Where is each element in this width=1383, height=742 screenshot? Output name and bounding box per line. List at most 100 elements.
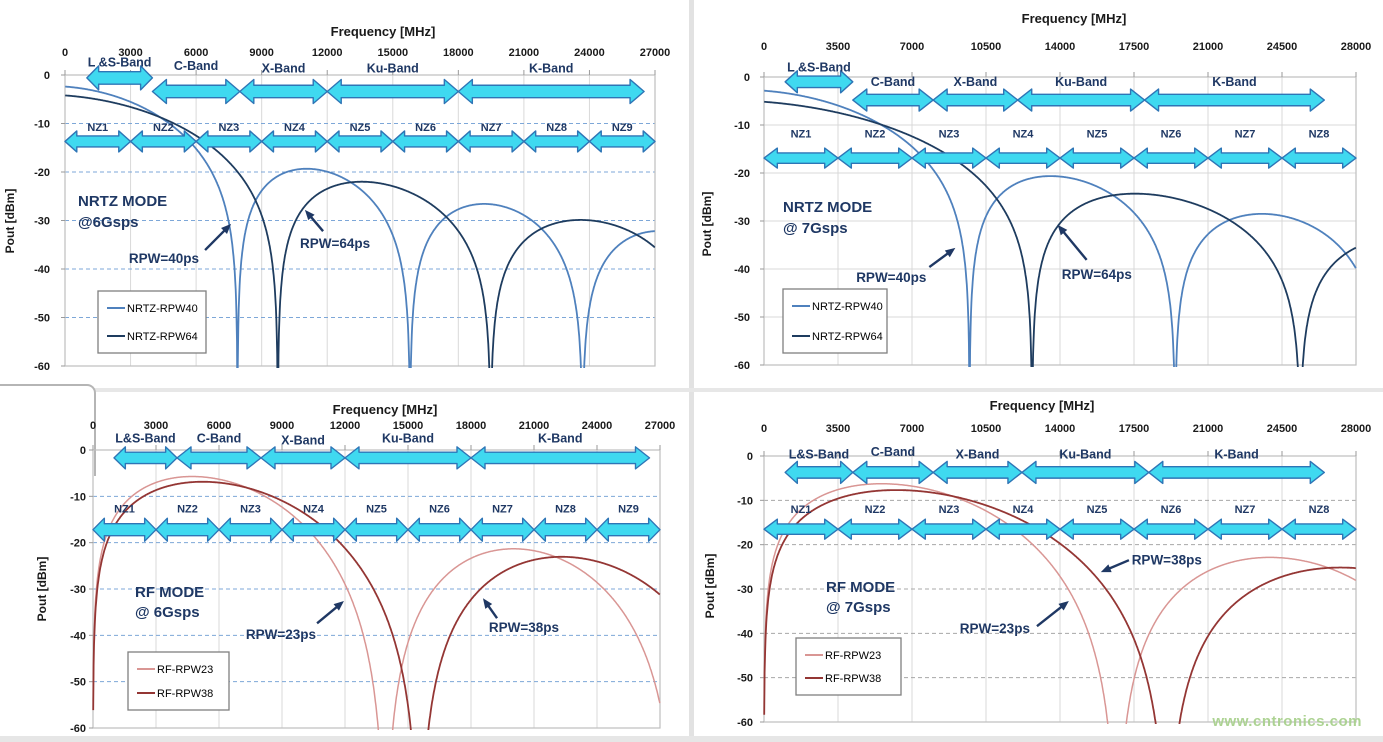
x-tick-label: 15000 (393, 420, 424, 432)
nz-label: NZ7 (492, 503, 513, 515)
annotation-arrow (1107, 559, 1130, 571)
x-tick-label: 14000 (1045, 41, 1076, 53)
nz-label: NZ4 (1013, 129, 1035, 141)
legend-label: RF-RPW23 (157, 664, 213, 676)
nz-label: NZ4 (303, 503, 325, 515)
nz-arrow-NZ8 (1281, 147, 1357, 169)
legend-label: NRTZ-RPW64 (127, 331, 198, 343)
band-arrow-X-Band (239, 78, 328, 105)
annotation-text: RPW=23ps (246, 627, 316, 642)
nyquist-zone-arrows: NZ1 NZ2 NZ3 NZ4 NZ5 NZ6 NZ7 NZ8 NZ9 (64, 122, 656, 153)
nz-arrow-NZ2 (837, 147, 913, 169)
band-arrow-C-Band (852, 88, 934, 112)
nz-label: NZ3 (939, 129, 960, 141)
series-curve-NRTZ-RPW64 (763, 100, 1357, 367)
curves (92, 475, 661, 730)
legend: RF-RPW23 RF-RPW38 (127, 651, 230, 711)
band-label: L &S-Band (787, 60, 851, 74)
y-tick-label: -20 (734, 168, 750, 180)
legend: NRTZ-RPW40 NRTZ-RPW64 (782, 288, 888, 354)
band-arrow-L &S-Band (86, 65, 154, 91)
annotation-arrow (486, 604, 499, 619)
panel-seam-vertical (689, 0, 694, 742)
annotation-arrow (204, 228, 227, 251)
band-arrow-C-Band (852, 460, 934, 485)
y-tick-label: -50 (70, 677, 86, 689)
band-label: L&S-Band (789, 448, 849, 462)
nz-arrow-NZ4 (281, 517, 346, 542)
annotation-text: RPW=23ps (960, 621, 1030, 636)
annotation-arrowhead (482, 598, 493, 609)
x-tick-label: 12000 (312, 47, 343, 59)
x-tick-label: 21000 (1193, 41, 1224, 53)
x-tick-label: 27000 (645, 420, 676, 432)
band-arrows: L &S-Band C-Band X-Band Ku-Band K-Band (86, 55, 645, 105)
x-tick-label: 28000 (1341, 423, 1372, 435)
legend-label: NRTZ-RPW40 (127, 303, 198, 315)
legend-box (782, 288, 888, 354)
nz-label: NZ5 (366, 503, 387, 515)
x-tick-label: 9000 (270, 420, 294, 432)
nyquist-zone-arrows: NZ1 NZ2 NZ3 NZ4 NZ5 NZ6 NZ7 NZ8 (763, 129, 1357, 169)
nz-label: NZ8 (1309, 129, 1330, 141)
chart-nrtz-6gsps: 0 3000 6000 9000 12000 15000 18000 21000 24000 27… (3, 24, 671, 373)
y-tick-label: -10 (734, 120, 750, 132)
y-tick-label: -60 (70, 723, 86, 735)
nz-arrow-NZ6 (1133, 147, 1209, 169)
x-tick-label: 24000 (582, 420, 613, 432)
band-label: K-Band (1214, 448, 1258, 462)
nz-arrow-NZ2 (837, 518, 913, 540)
nz-label: NZ1 (791, 504, 812, 516)
legend-label: NRTZ-RPW40 (812, 301, 883, 313)
x-tick-label: 3000 (118, 47, 142, 59)
x-tick-label: 3500 (826, 41, 850, 53)
x-tick-label: 24500 (1267, 423, 1298, 435)
band-arrow-K-Band (1148, 460, 1325, 485)
panel-seam-horizontal (0, 388, 1383, 392)
y-tick-label: 0 (80, 445, 86, 457)
band-label: X-Band (956, 448, 1000, 462)
x-tick-label: 17500 (1119, 41, 1150, 53)
y-axis-title: Pout [dBm] (3, 189, 17, 254)
x-tick-label: 3500 (826, 423, 850, 435)
annotation-text: RPW=64ps (1062, 267, 1132, 282)
nz-arrow-NZ6 (407, 517, 472, 542)
nz-arrow-NZ1 (763, 147, 839, 169)
band-arrow-K-Band (457, 78, 645, 105)
band-label: Ku-Band (1055, 75, 1107, 89)
x-tick-label: 0 (90, 420, 96, 432)
annotation-text: RPW=38ps (1132, 552, 1202, 567)
band-label: L&S-Band (115, 431, 175, 445)
nz-label: NZ7 (1235, 504, 1256, 516)
series-curve-NRTZ-RPW64 (64, 94, 656, 368)
x-axis-title: Frequency [MHz] (331, 24, 436, 39)
annotation-arrowhead (1057, 224, 1068, 236)
nz-arrow-NZ1 (763, 518, 839, 540)
nz-label: NZ8 (555, 503, 576, 515)
annotation-arrowhead (221, 223, 232, 234)
y-tick-label: -20 (70, 538, 86, 550)
nz-arrow-NZ4 (260, 130, 328, 153)
x-tick-label: 27000 (640, 47, 671, 59)
x-axis-title: Frequency [MHz] (333, 402, 438, 417)
annotation-arrow (309, 215, 324, 232)
legend: NRTZ-RPW40 NRTZ-RPW64 (97, 290, 207, 354)
nyquist-zone-arrows: NZ1 NZ2 NZ3 NZ4 NZ5 NZ6 NZ7 NZ8 (763, 504, 1357, 540)
nz-label: NZ6 (415, 122, 436, 134)
annotation-text: RPW=40ps (856, 270, 926, 285)
x-tick-label: 21000 (1193, 423, 1224, 435)
x-tick-label: 12000 (330, 420, 361, 432)
annotation-text: RPW=40ps (129, 251, 199, 266)
annotation-arrow (1061, 230, 1088, 261)
nz-arrow-NZ5 (1059, 518, 1135, 540)
band-label: C-Band (174, 59, 218, 73)
legend-box (795, 637, 902, 696)
x-tick-label: 21000 (509, 47, 540, 59)
y-tick-label: -10 (737, 495, 753, 507)
nz-arrow-NZ6 (1133, 518, 1209, 540)
y-tick-label: -40 (734, 264, 750, 276)
y-tick-label: -50 (737, 673, 753, 685)
y-tick-label: -30 (70, 584, 86, 596)
bottom-gray-strip (0, 736, 1383, 742)
y-tick-label: -40 (737, 628, 753, 640)
